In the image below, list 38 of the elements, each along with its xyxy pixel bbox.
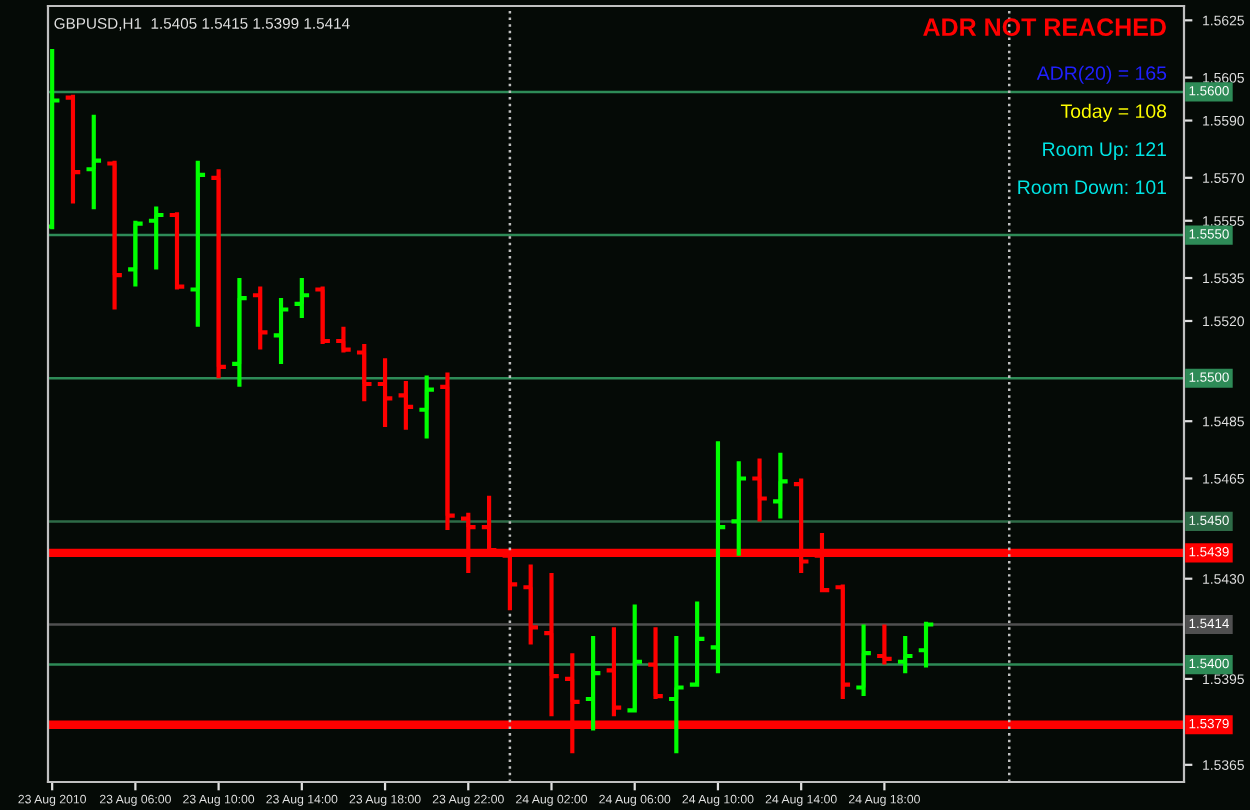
annotation: Today = 108 — [1060, 103, 1167, 122]
candlestick — [833, 582, 853, 702]
candlestick — [770, 450, 790, 521]
annotation: Room Up: 121 — [1043, 142, 1167, 160]
candlestick — [666, 633, 686, 756]
candlestick — [146, 204, 166, 272]
candlestick — [854, 622, 873, 699]
candlestick — [604, 625, 624, 719]
candlestick — [292, 275, 312, 321]
candlestick — [271, 295, 291, 367]
annotation: ADR(20) = 165 — [1036, 65, 1167, 84]
candlestick — [583, 633, 603, 733]
candlestick — [438, 370, 457, 533]
candlestick — [63, 92, 83, 206]
candlestick — [334, 324, 353, 355]
candlestick — [84, 112, 104, 212]
candlestick — [105, 158, 124, 312]
candlestick — [375, 356, 395, 430]
candlestick — [126, 218, 145, 289]
candlestick — [230, 275, 249, 389]
candlestick — [396, 379, 416, 432]
candlestick — [167, 210, 187, 292]
candlestick — [521, 562, 541, 647]
candlestick — [354, 341, 374, 404]
annotation: Room Down: 101 — [1018, 180, 1167, 195]
candlestick — [250, 284, 270, 352]
candlestick — [188, 158, 208, 329]
candlestick — [209, 167, 228, 381]
candlestick — [646, 625, 665, 702]
candlestick — [542, 570, 561, 719]
candlestick — [916, 619, 936, 670]
candlestick — [750, 456, 769, 524]
candlestick — [895, 633, 915, 676]
annotation: ADR NOT REACHED — [923, 18, 1166, 36]
candlestick — [708, 439, 728, 676]
candlestick — [875, 622, 894, 667]
candlestick — [729, 459, 749, 558]
candlestick — [417, 373, 437, 441]
